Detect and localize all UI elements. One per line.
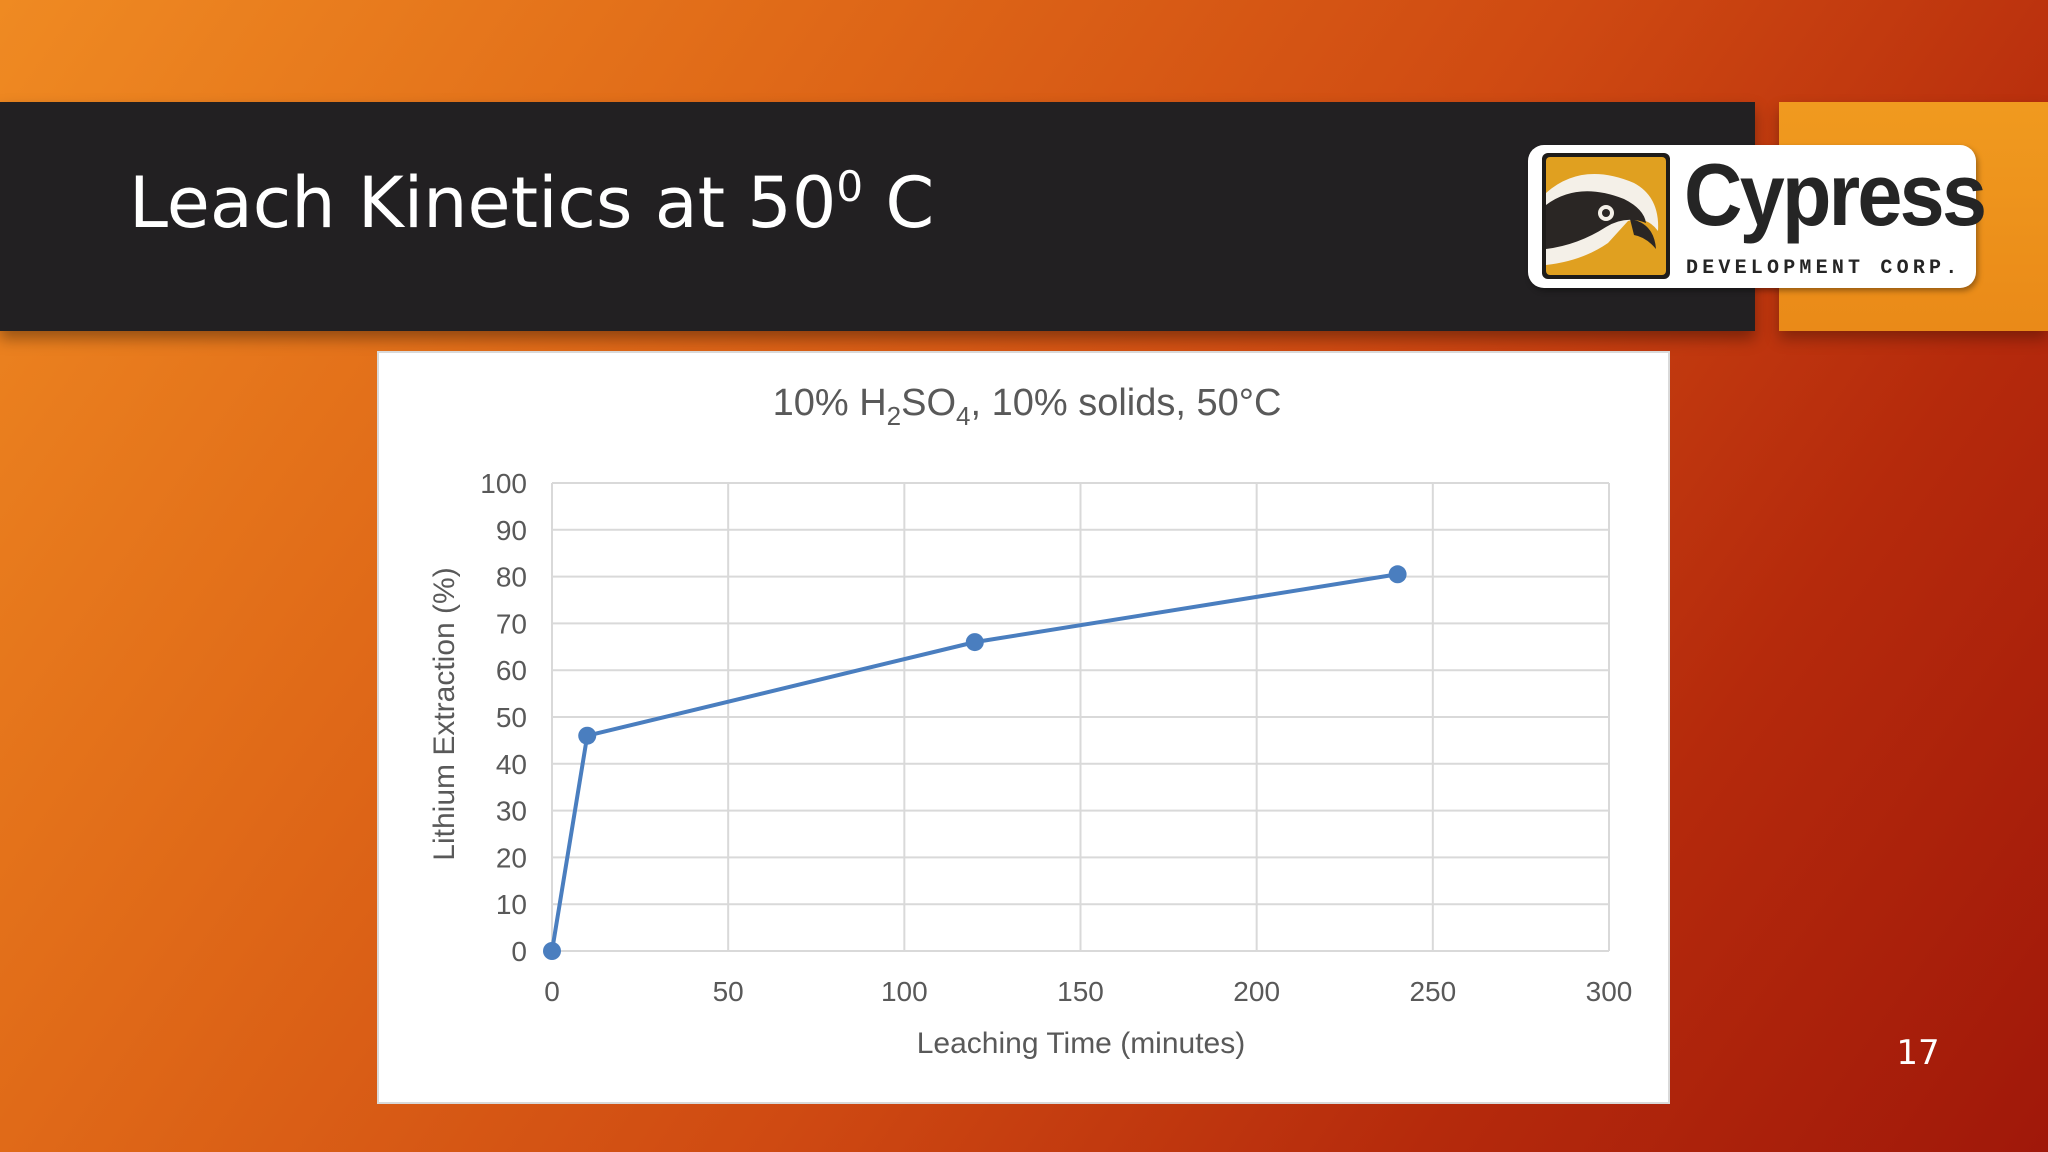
y-axis-label: Lithium Extraction (%): [428, 567, 461, 860]
y-tick-label: 100: [480, 468, 527, 499]
page-number: 17: [1896, 1033, 1940, 1073]
y-tick-label: 30: [496, 796, 527, 827]
chart-title-part-b: SO: [901, 382, 956, 424]
chart-title-part-c: , 10% solids, 50°C: [971, 382, 1282, 424]
y-tick-label: 70: [496, 608, 527, 639]
x-tick-label: 100: [881, 976, 928, 1007]
falcon-logo-icon: [1542, 153, 1670, 279]
y-tick-label: 40: [496, 749, 527, 780]
x-tick-label: 0: [544, 976, 560, 1007]
x-tick-label: 300: [1586, 976, 1633, 1007]
chart-title: 10% H2SO4, 10% solids, 50°C: [773, 382, 1282, 431]
x-tick-label: 50: [713, 976, 744, 1007]
title-bar: [0, 102, 1755, 331]
x-tick-label: 150: [1057, 976, 1104, 1007]
y-tick-label: 60: [496, 655, 527, 686]
data-point: [965, 633, 984, 652]
y-tick-label: 50: [496, 702, 527, 733]
logo-subtitle: DEVELOPMENT CORP.: [1686, 257, 1962, 280]
x-tick-label: 200: [1233, 976, 1280, 1007]
chart-title-sub2: 4: [956, 401, 970, 431]
y-tick-label: 90: [496, 515, 527, 546]
chart-card: 10% H2SO4, 10% solids, 50°C 0 10 20 30 40 50 6…: [377, 351, 1670, 1104]
data-point: [543, 942, 561, 960]
data-point: [578, 726, 597, 745]
slide-title-main: Leach Kinetics at 50: [129, 162, 837, 244]
logo-wordmark: Cypress: [1684, 145, 1987, 244]
slide-title: Leach Kinetics at 500 C: [129, 166, 934, 239]
y-tick-label: 0: [511, 936, 527, 967]
x-axis-label: Leaching Time (minutes): [917, 1027, 1245, 1060]
slide-title-end: C: [863, 162, 935, 244]
chart-title-sub1: 2: [887, 401, 901, 431]
chart-title-part-a: 10% H: [773, 382, 887, 424]
x-tick-label: 250: [1409, 976, 1456, 1007]
company-logo: Cypress DEVELOPMENT CORP.: [1528, 145, 1987, 288]
y-tick-label: 10: [496, 889, 527, 920]
data-point: [1388, 565, 1407, 584]
y-tick-label: 20: [496, 842, 527, 873]
y-tick-label: 80: [496, 562, 527, 593]
series-line: [550, 572, 1398, 952]
slide-title-superscript: 0: [836, 162, 864, 211]
line-chart: 10% H2SO4, 10% solids, 50°C 010203040506…: [428, 382, 1633, 1060]
